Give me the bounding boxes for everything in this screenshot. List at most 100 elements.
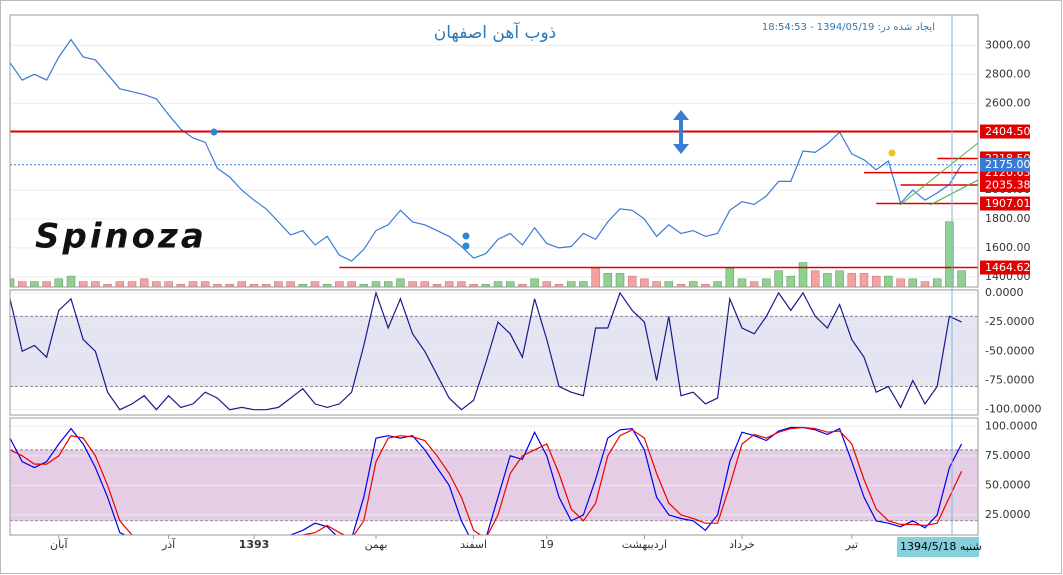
y-tick-label: 2600.00 [985, 96, 1031, 109]
volume-bar [762, 278, 771, 287]
y-tick-label: 2800.00 [985, 67, 1031, 80]
volume-bar [444, 281, 454, 287]
series-line [10, 290, 962, 411]
watermark: Spinoza [35, 217, 207, 257]
level-label: 2404.50 [985, 125, 1031, 138]
volume-bar [54, 278, 64, 287]
panel-border [9, 289, 979, 416]
trend-line [929, 179, 979, 206]
volume-bar [566, 281, 576, 287]
volume-bar [66, 275, 76, 287]
volume-bar [530, 278, 539, 287]
volume-bar [835, 270, 844, 287]
volume-bar [164, 281, 173, 287]
y-tick-label: 0.0000 [985, 286, 1024, 299]
y-tick-label: 1800.00 [985, 212, 1031, 225]
y-tick-label: 50.0000 [985, 478, 1031, 491]
volume-bar [505, 281, 515, 287]
level-label-box [980, 260, 1030, 275]
volume-bar [371, 281, 381, 287]
x-tick-label: خرداد [729, 538, 755, 551]
volume-bar [798, 262, 808, 287]
y-tick-label: -75.0000 [985, 374, 1034, 387]
arrow-head [673, 110, 689, 154]
volume-bar [42, 281, 51, 287]
x-tick-label: آبان [50, 537, 68, 551]
level-label: 2035.38 [985, 178, 1031, 191]
panel-border [9, 14, 979, 288]
y-tick-label: 75.0000 [985, 449, 1031, 462]
volume-bar [652, 281, 661, 287]
volume-bar [17, 281, 27, 287]
volume-bar [774, 270, 783, 287]
panel-border [9, 417, 979, 536]
x-tick-label: اردیبهشت [622, 538, 667, 551]
volume-bar [396, 278, 405, 287]
volume-bar [420, 281, 430, 287]
volume-bar [847, 273, 857, 287]
series-line [10, 38, 963, 262]
x-tick-label: بهمن [365, 538, 388, 551]
x-tick-label: 1393 [239, 538, 270, 551]
y-tick-label: -25.0000 [985, 315, 1034, 328]
volume-bar [152, 281, 161, 287]
x-tick-label: تیر [845, 538, 858, 551]
level-label-box [980, 124, 1030, 139]
panel [10, 290, 978, 411]
volume-bar [139, 278, 149, 287]
volume-bar [188, 281, 198, 287]
volume-bar [810, 270, 820, 287]
volume-bar [640, 278, 649, 287]
marker [462, 232, 470, 240]
volume-bar [127, 281, 137, 287]
level-label: 1464.62 [985, 261, 1031, 274]
volume-bar [347, 281, 356, 287]
marker [888, 149, 896, 157]
y-tick-label: 25.0000 [985, 508, 1031, 521]
volume-bar [859, 273, 869, 287]
x-tick-label: آذر [161, 537, 176, 551]
level-label-box [980, 157, 1030, 172]
volume-bar [274, 281, 283, 287]
volume-bar [310, 281, 320, 287]
cursor-label: 1394/5/18 شنبه [900, 540, 982, 553]
volume-bar [664, 281, 674, 287]
level-label: 2175.00 [985, 158, 1031, 171]
volume-bar [713, 281, 722, 287]
volume-bar [78, 281, 88, 287]
volume-bar [603, 273, 613, 287]
volume-bar [896, 278, 905, 287]
volume-bar [10, 278, 15, 287]
volume-bar [957, 270, 966, 287]
volume-bar [115, 281, 125, 287]
volume-bar [725, 267, 735, 287]
volume-bar [91, 281, 100, 287]
volume-bar [579, 281, 588, 287]
volume-bar [408, 281, 417, 287]
volume-bar [335, 281, 344, 287]
marker [462, 242, 470, 250]
volume-bar [383, 281, 393, 287]
panel [10, 425, 978, 535]
volume-bar [542, 281, 552, 287]
volume-bar [884, 275, 893, 287]
y-tick-label: -50.0000 [985, 344, 1034, 357]
series-line [10, 426, 963, 535]
volume-bar [932, 278, 942, 287]
x-tick-label: اسفند [460, 538, 487, 551]
y-tick-label: -100.0000 [985, 403, 1041, 416]
trend-line [899, 142, 979, 206]
volume-bar [737, 278, 747, 287]
volume-bar [493, 281, 503, 287]
cursor-box [897, 537, 979, 557]
volume-bar [30, 281, 39, 287]
volume-bar [786, 275, 796, 287]
created-date: ایجاد شده در: 1394/05/19 - 18:54:53 [762, 22, 935, 33]
volume-bar [591, 267, 600, 287]
volume-bar [615, 273, 625, 287]
volume-bar [945, 221, 954, 287]
volume-bar [237, 281, 247, 287]
volume-bar [871, 275, 881, 287]
